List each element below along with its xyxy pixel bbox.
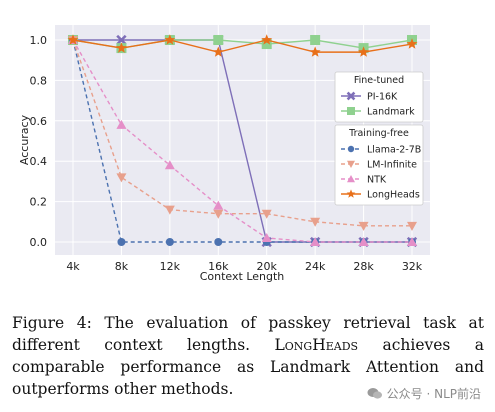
- data-point-lm-infinite: [261, 209, 272, 219]
- series-longheads: [67, 34, 418, 57]
- y-tick-label: 0.4: [30, 155, 48, 168]
- data-point-lm-infinite: [164, 205, 175, 215]
- data-point-longheads: [212, 46, 224, 57]
- data-point-landmark: [310, 35, 321, 45]
- x-tick-label: 24k: [305, 260, 326, 273]
- legend-marker: [347, 107, 355, 115]
- caption-suffix: achieves a comparable performance as Lan…: [12, 336, 484, 398]
- data-point-ntk: [164, 160, 175, 170]
- watermark-text: 公众号 · NLP前沿: [386, 387, 481, 401]
- caption-method-name: LongHeads: [274, 336, 359, 354]
- series-layer: [67, 34, 418, 248]
- data-point-longheads: [67, 34, 79, 45]
- legend-marker: [347, 160, 355, 168]
- data-point-lm-infinite: [116, 173, 127, 183]
- x-tick-label: 16k: [208, 260, 229, 273]
- series-line-lm-infinite: [72, 39, 412, 227]
- y-tick-label: 0.8: [30, 74, 48, 87]
- data-point-landmark: [261, 39, 272, 50]
- legend-entry-label: Llama-2-7B: [367, 145, 421, 156]
- series-line-longheads: [72, 39, 413, 53]
- x-axis-label: Context Length: [200, 270, 285, 283]
- data-point-longheads: [164, 34, 176, 45]
- data-point-lm-infinite: [358, 221, 369, 231]
- x-tick-label: 28k: [353, 260, 374, 273]
- caption-prefix: Figure 4: The evaluation of passkey retr…: [12, 314, 484, 354]
- data-point-llama-2-7b: [214, 238, 223, 246]
- data-point-ntk: [261, 232, 272, 242]
- y-axis-ticks: 0.0 0.2 0.4 0.6 0.8 1.0: [30, 34, 48, 249]
- data-point-landmark: [213, 35, 224, 45]
- data-point-lm-infinite: [310, 217, 321, 227]
- legend-marker: [347, 175, 355, 183]
- y-tick-label: 0.0: [30, 236, 48, 249]
- data-point-longheads: [358, 46, 370, 57]
- legend-box: [334, 124, 424, 206]
- y-axis-label: Accuracy: [18, 114, 31, 165]
- y-tick-label: 0.6: [30, 115, 48, 128]
- legend-marker: [347, 145, 355, 153]
- legend-group-title: Training-free: [348, 128, 409, 139]
- data-point-longheads: [406, 38, 418, 49]
- data-point-ntk: [213, 200, 224, 210]
- data-point-longheads: [309, 46, 321, 57]
- legend-entry-label: PI-16K: [367, 92, 398, 103]
- wechat-icon: [367, 387, 383, 400]
- data-point-longheads: [115, 42, 127, 53]
- watermark: 公众号 · NLP前沿: [367, 385, 481, 402]
- legend-entry-label: NTK: [367, 175, 387, 186]
- legend-group-title: Fine-tuned: [354, 75, 404, 86]
- legend-marker: [346, 91, 356, 101]
- data-point-longheads: [261, 34, 273, 45]
- data-point-lm-infinite: [407, 221, 417, 231]
- x-tick-label: 8k: [115, 260, 129, 273]
- x-tick-label: 32k: [402, 260, 423, 273]
- y-tick-label: 1.0: [30, 34, 48, 47]
- legend-entry-label: LongHeads: [367, 190, 420, 201]
- legend-marker: [346, 189, 356, 198]
- chart-figure: 0.0 0.2 0.4 0.6 0.8 1.0 4k 8k 12k 16k 20k 24k 28k 32…: [18, 25, 430, 283]
- y-tick-label: 0.2: [30, 196, 48, 209]
- x-axis-ticks: 4k 8k 12k 16k 20k 24k 28k 32k: [66, 260, 422, 273]
- data-point-llama-2-7b: [117, 238, 126, 246]
- legend-entry-label: Landmark: [367, 107, 415, 118]
- x-tick-label: 20k: [257, 260, 278, 273]
- data-point-ntk: [358, 237, 369, 246]
- data-point-pi-16k: [116, 34, 127, 46]
- legend-entry-label: LM-Infinite: [367, 160, 417, 171]
- x-tick-label: 12k: [160, 260, 181, 273]
- data-point-ntk: [116, 119, 127, 129]
- data-point-llama-2-7b: [165, 238, 174, 246]
- data-point-ntk: [310, 237, 321, 246]
- data-point-lm-infinite: [213, 209, 224, 219]
- data-point-ntk: [407, 237, 417, 246]
- x-tick-label: 4k: [66, 260, 80, 273]
- series-line-ntk: [72, 39, 412, 243]
- legend: Fine-tuned PI-16K Landmark Training-free Lla…: [334, 71, 424, 206]
- figure-caption: Figure 4: The evaluation of passkey retr…: [12, 312, 484, 400]
- line-chart: 0.0 0.2 0.4 0.6 0.8 1.0 4k 8k 12k 16k 20k 24k 28k 32…: [18, 25, 430, 283]
- legend-box: [334, 71, 424, 123]
